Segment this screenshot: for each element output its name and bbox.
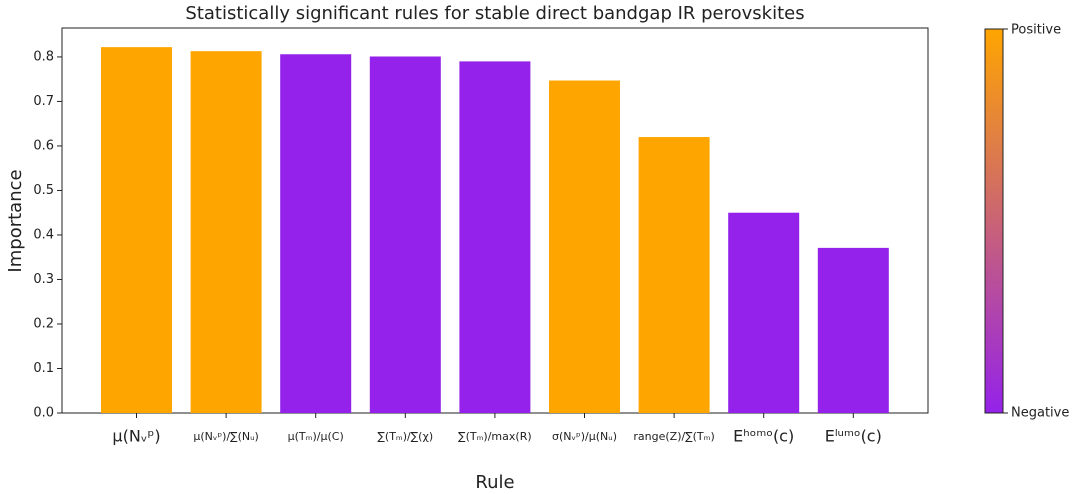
y-tick-label: 0.1	[33, 361, 54, 376]
y-tick-label: 0.8	[33, 49, 54, 64]
bar	[549, 80, 620, 413]
bar	[459, 61, 531, 414]
bar	[190, 51, 262, 414]
y-tick-label: 0.0	[33, 406, 54, 421]
bar	[817, 247, 889, 413]
bar	[638, 137, 710, 413]
y-tick-label: 0.7	[33, 94, 54, 109]
colorbar	[984, 28, 1004, 414]
y-tick-label: 0.4	[33, 227, 54, 242]
y-axis-label: Importance	[5, 169, 26, 272]
colorbar-label: Positive	[1011, 23, 1061, 38]
y-tick-label: 0.3	[33, 272, 54, 287]
x-tick-label: σ(Nᵥᵖ)/μ(Nᵤ)	[552, 430, 617, 443]
bar	[369, 56, 441, 414]
x-tick-label: μ(Tₘ)/μ(C)	[288, 430, 344, 443]
x-tick-label: ∑(Tₘ)/max(R)	[458, 430, 531, 443]
x-tick-label: Eˡᵘᵐᵒ(c)	[825, 427, 882, 446]
chart-title: Statistically significant rules for stab…	[185, 3, 804, 24]
bar	[728, 212, 800, 413]
x-tick-label: ∑(Tₘ)/∑(χ)	[377, 430, 433, 443]
x-axis-label: Rule	[475, 472, 514, 493]
x-tick-label: μ(Nᵥᵖ)	[112, 427, 160, 446]
x-tick-label: Eʰᵒᵐᵒ(c)	[733, 427, 794, 446]
y-tick-label: 0.2	[33, 316, 54, 331]
x-tick-label: μ(Nᵥᵖ)/∑(Nᵤ)	[193, 430, 259, 443]
y-tick-label: 0.5	[33, 183, 54, 198]
bar	[280, 54, 352, 413]
bar	[101, 47, 172, 413]
y-tick-label: 0.6	[33, 138, 54, 153]
colorbar-label: Negative	[1011, 406, 1069, 421]
x-tick-label: range(Z)/∑(Tₘ)	[633, 430, 714, 443]
